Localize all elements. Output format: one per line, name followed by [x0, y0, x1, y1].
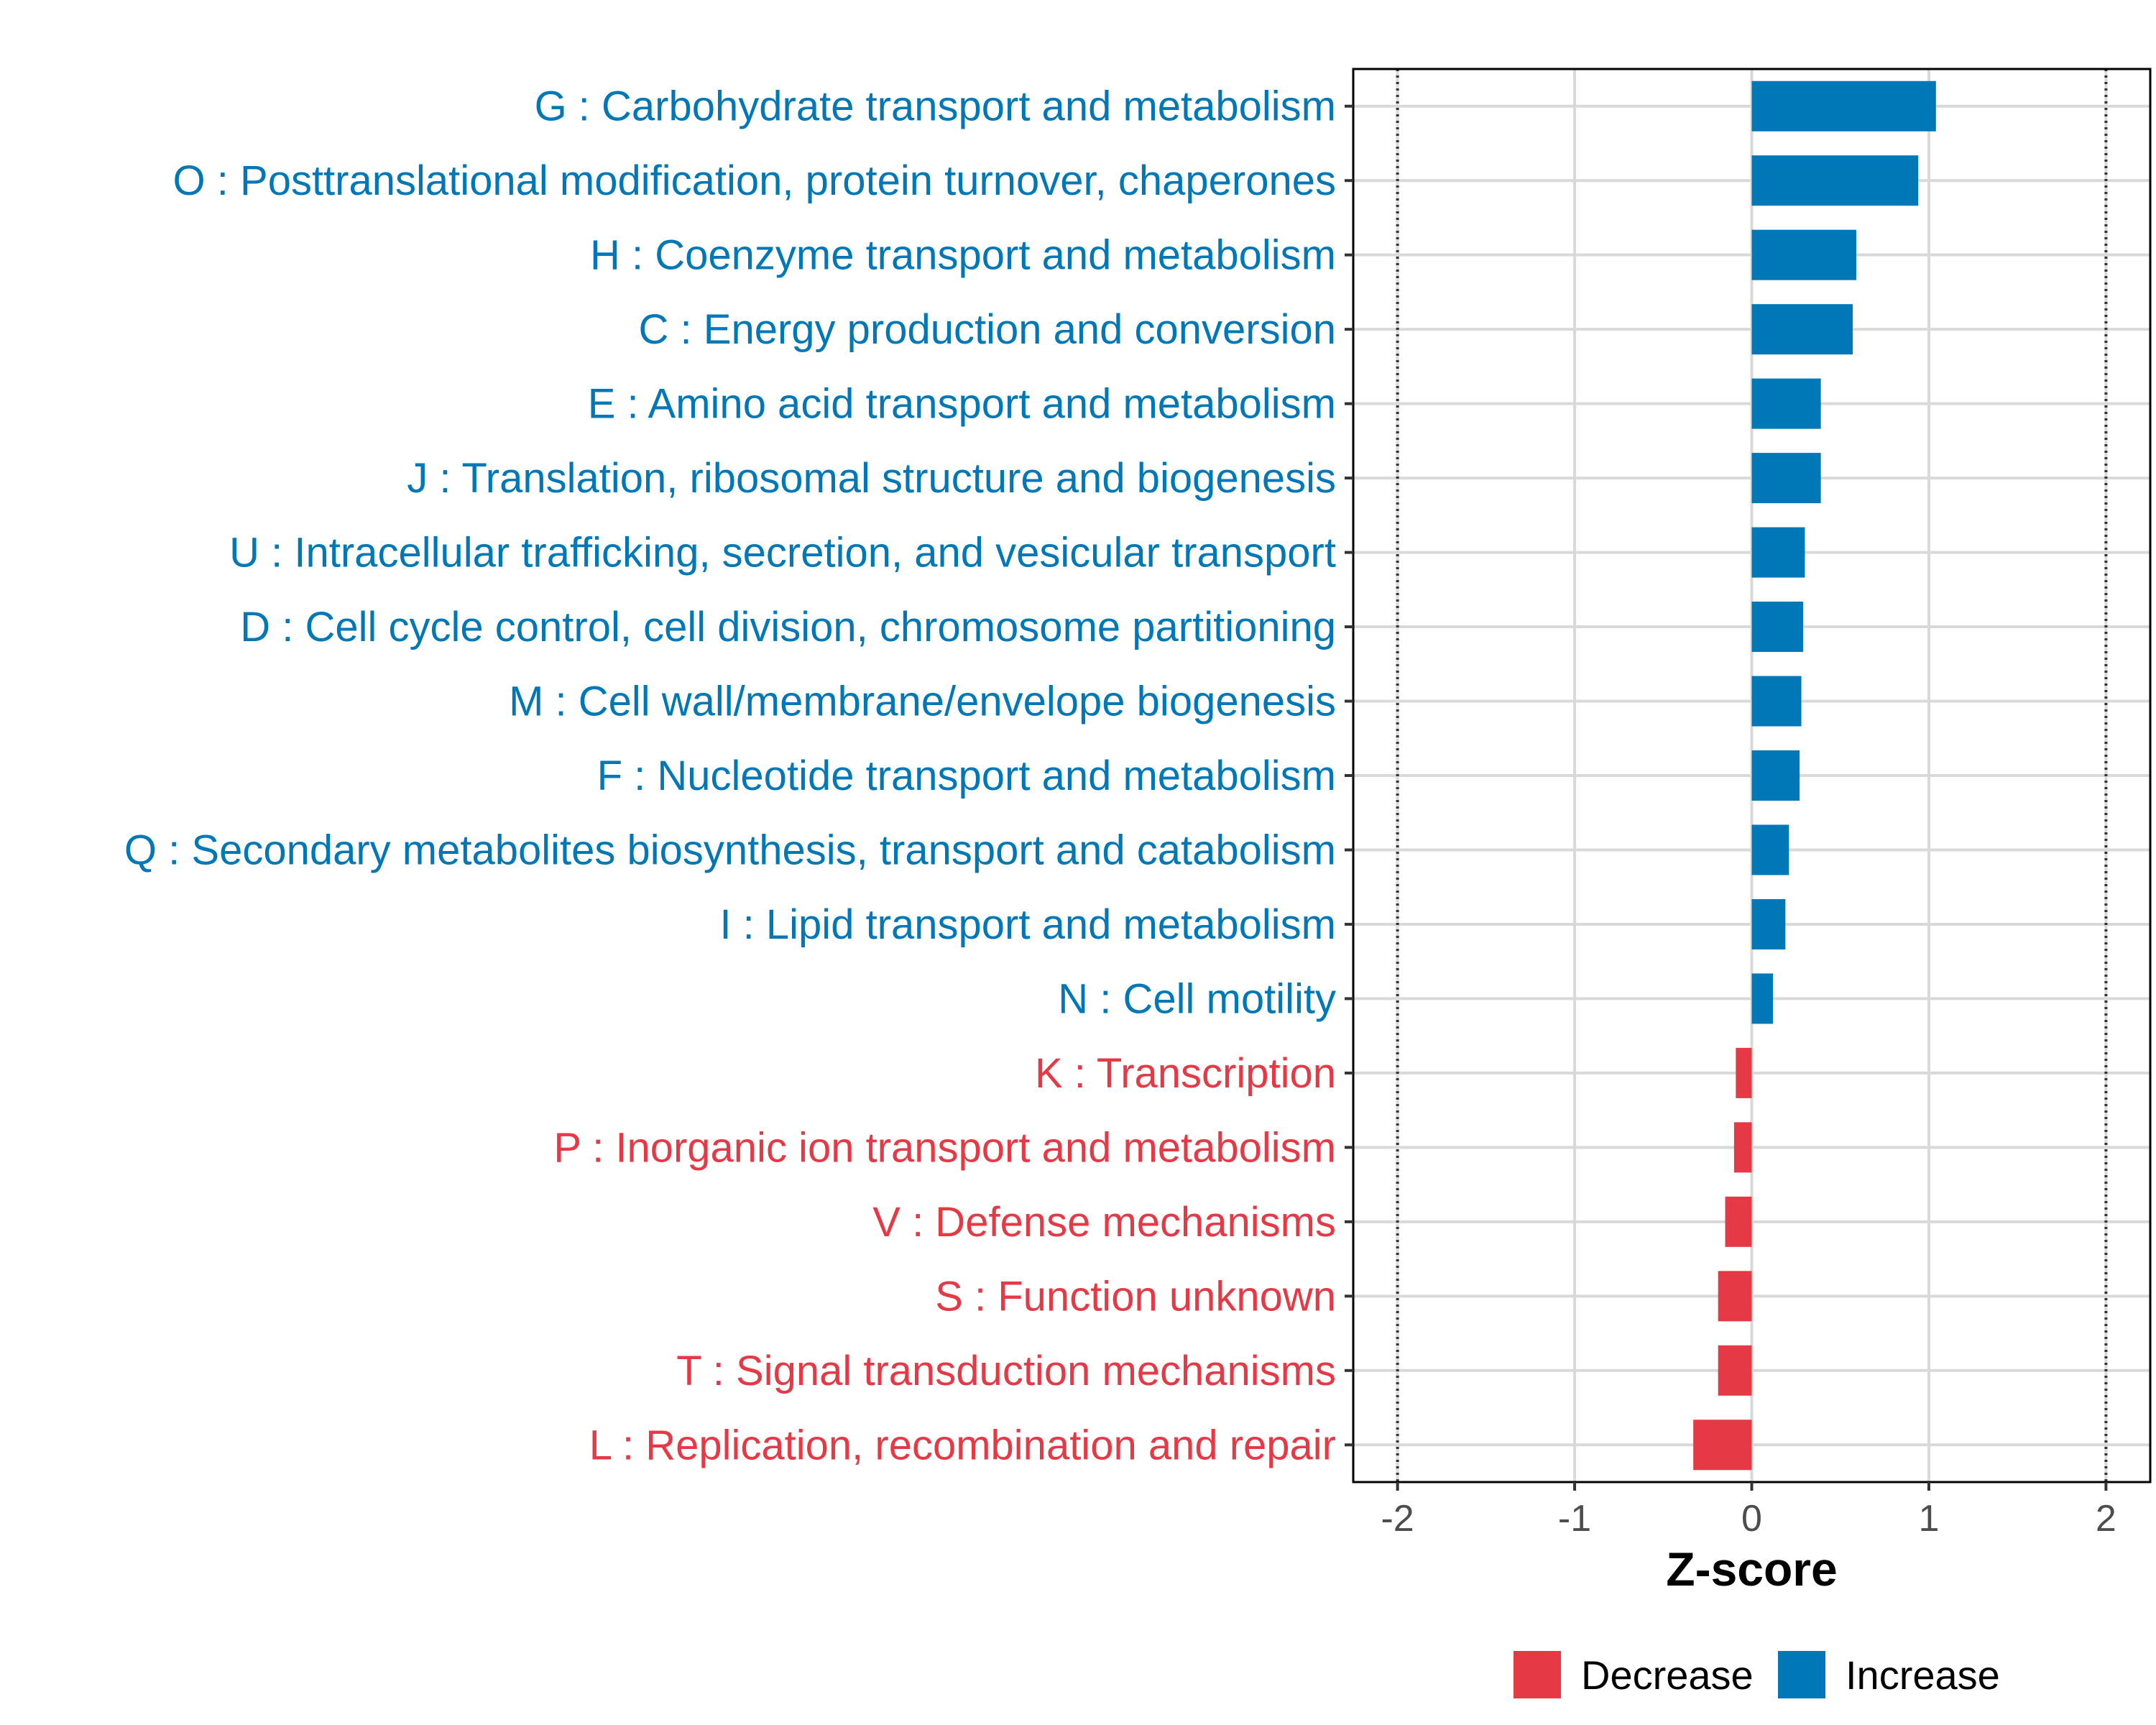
category-label: U : Intracellular trafficking, secretion… — [229, 530, 1336, 576]
x-tick-label: 0 — [1741, 1498, 1762, 1540]
legend-label-increase: Increase — [1846, 1652, 2000, 1698]
category-label: G : Carbohydrate transport and metabolis… — [535, 83, 1336, 130]
x-tick-label: 1 — [1918, 1498, 1939, 1540]
category-label: F : Nucleotide transport and metabolism — [597, 753, 1336, 799]
category-label: P : Inorganic ion transport and metaboli… — [553, 1124, 1336, 1171]
category-label: D : Cell cycle control, cell division, c… — [240, 604, 1336, 650]
legend: Decrease Increase — [1514, 1651, 2000, 1698]
bar-k — [1736, 1047, 1752, 1098]
category-label: V : Defense mechanisms — [872, 1199, 1336, 1246]
reference-line-layer — [1396, 69, 2108, 1482]
category-label: Q : Secondary metabolites biosynthesis, … — [124, 827, 1336, 873]
bar-u — [1751, 527, 1805, 578]
bar-o — [1751, 155, 1919, 206]
category-label: E : Amino acid transport and metabolism — [588, 381, 1336, 428]
x-tick-label: -1 — [1558, 1498, 1591, 1540]
bar-m — [1751, 676, 1802, 727]
legend-swatch-decrease — [1514, 1651, 1561, 1698]
category-label: M : Cell wall/membrane/envelope biogenes… — [509, 678, 1336, 725]
bar-layer — [1693, 80, 1936, 1471]
category-label: I : Lipid transport and metabolism — [719, 901, 1336, 948]
bar-l — [1693, 1420, 1752, 1471]
bar-v — [1725, 1196, 1752, 1247]
category-label: H : Coenzyme transport and metabolism — [590, 232, 1336, 279]
category-label: J : Translation, ribosomal structure and… — [407, 455, 1336, 502]
bar-f — [1751, 750, 1800, 801]
bar-s — [1718, 1271, 1752, 1322]
bar-g — [1751, 80, 1936, 132]
x-axis: -2 -1 0 1 2 — [1381, 1482, 2116, 1540]
category-label: N : Cell motility — [1058, 975, 1336, 1022]
category-label: K : Transcription — [1035, 1050, 1336, 1097]
bar-n — [1751, 973, 1774, 1024]
bar-p — [1733, 1122, 1752, 1173]
bar-j — [1751, 453, 1821, 504]
bar-c — [1751, 304, 1853, 355]
category-label: T : Signal transduction mechanisms — [676, 1348, 1336, 1394]
bar-d — [1751, 602, 1803, 653]
x-tick-label: -2 — [1381, 1498, 1414, 1540]
x-axis-title: Z-score — [1666, 1542, 1837, 1596]
category-label: C : Energy production and conversion — [639, 306, 1336, 353]
category-label: S : Function unknown — [935, 1273, 1336, 1320]
category-label: L : Replication, recombination and repai… — [589, 1422, 1336, 1468]
bar-t — [1718, 1345, 1752, 1396]
bar-e — [1751, 378, 1821, 429]
bar-i — [1751, 898, 1786, 949]
x-tick-label: 2 — [2096, 1498, 2116, 1540]
bar-h — [1751, 229, 1856, 280]
y-axis: G : Carbohydrate transport and metabolis… — [124, 83, 1353, 1468]
category-label: O : Posttranslational modification, prot… — [173, 157, 1336, 204]
legend-swatch-increase — [1778, 1651, 1825, 1698]
legend-label-decrease: Decrease — [1581, 1652, 1754, 1698]
bar-q — [1751, 824, 1789, 875]
